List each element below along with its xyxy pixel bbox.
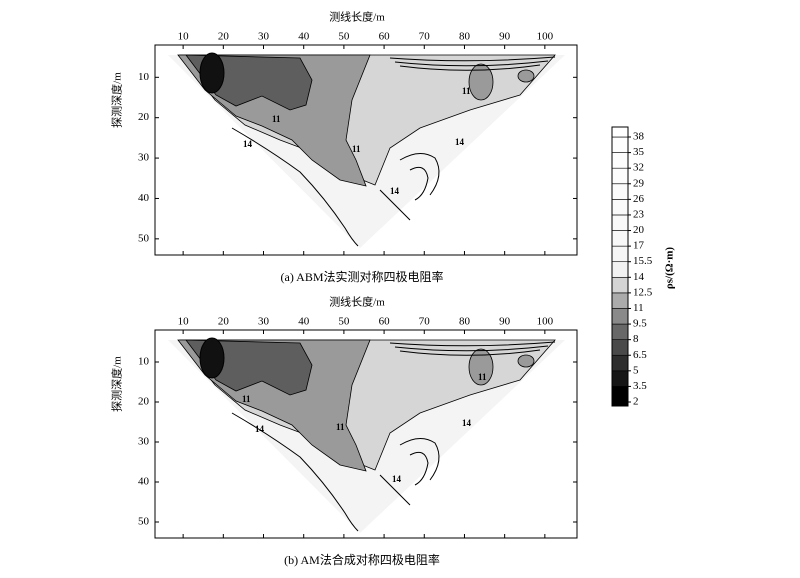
colorbar-tick-label: 32 [633,162,644,174]
colorbar-band [611,292,629,309]
colorbar-tick-label: 12.5 [633,286,653,298]
x-axis-label: 测线长度/m [329,295,385,309]
colorbar-band [611,183,629,200]
x-tick-label: 60 [379,316,391,328]
x-tick-label: 30 [258,316,270,328]
colorbar-band [611,386,629,407]
colorbar-band [611,276,629,294]
x-tick-label: 50 [338,316,350,328]
y-tick-label: 10 [138,71,150,83]
colorbar-tick-label: 26 [633,193,645,205]
x-tick-label: 30 [258,31,270,43]
panels: 11 11 11 14 14 14 11 11 11 14 14 14 [167,52,566,534]
colorbar-tick-label: 17 [633,240,645,252]
contour-label: 14 [392,474,402,484]
y-axis-label: 探测深度/m [110,356,124,412]
contour-label: 14 [243,139,253,149]
colorbar-label: ρs/(Ω·m) [664,247,676,290]
colorbar-tick-label: 38 [633,131,645,143]
colorbar-band [611,136,629,153]
contour-field [167,52,566,249]
colorbar-tick-label: 23 [633,208,645,220]
colorbar-band [611,152,629,169]
colorbar-tick-label: 3.5 [633,380,647,392]
x-tick-label: 80 [459,31,471,43]
x-tick-label: 10 [178,31,190,43]
y-tick-label: 40 [138,476,150,488]
colorbar-band [611,308,629,325]
colorbar-tick-label: 20 [633,224,645,236]
colorbar-band [611,230,629,247]
x-tick-label: 10 [178,316,190,328]
x-tick-label: 50 [338,31,350,43]
colorbar-tick-label: 2 [633,396,639,408]
x-axis-label: 测线长度/m [329,10,385,24]
colorbar-tick-label: 29 [633,177,645,189]
colorbar-frame [611,126,629,407]
y-tick-label: 40 [138,192,150,204]
colorbar-tick-label: 5 [633,364,639,376]
colorbar-tick-label: 9.5 [633,318,647,330]
colorbar-band [611,261,629,278]
y-tick-label: 50 [138,232,150,244]
colorbar-band [611,126,629,138]
colorbar-tick-label: 11 [633,302,644,314]
contour-label: 14 [255,424,265,434]
y-tick-label: 50 [138,516,150,528]
colorbar-band [611,370,629,387]
y-axis-label: 探测深度/m [110,72,124,128]
x-tick-label: 20 [218,316,230,328]
contour-label: 14 [455,137,465,147]
contour-label: 14 [462,418,472,428]
colorbar-tick-label: 6.5 [633,349,647,361]
contour-field [167,337,566,534]
x-tick-label: 20 [218,31,230,43]
colorbar-tick-label: 14 [633,271,645,283]
colorbar-band [611,354,629,372]
plot-frame [154,329,578,539]
contour-label: 11 [478,372,487,382]
x-tick-label: 90 [499,316,511,328]
colorbar-band [611,214,629,231]
y-tick-label: 30 [138,436,150,448]
caption: (a) ABM法实测对称四极电阻率 [281,269,444,284]
y-tick-label: 10 [138,356,150,368]
x-tick-label: 100 [537,316,554,328]
contour-label: 11 [272,114,281,124]
colorbar-tick-label: 35 [633,146,645,158]
x-tick-label: 70 [419,316,431,328]
x-tick-label: 40 [298,316,310,328]
y-tick-label: 20 [138,111,150,123]
colorbar-band [611,167,629,185]
y-tick-label: 20 [138,396,150,408]
caption: (b) AM法合成对称四极电阻率 [284,552,440,567]
y-tick-label: 30 [138,152,150,164]
x-tick-label: 100 [537,31,554,43]
contour-label: 11 [352,144,361,154]
colorbar-tick-label: 15.5 [633,255,653,267]
x-tick-label: 90 [499,31,511,43]
colorbar-tick-label: 8 [633,333,639,345]
contour-label: 11 [336,422,345,432]
colorbar-band [611,339,629,356]
x-tick-label: 70 [419,31,431,43]
colorbar-band [611,199,629,216]
contour-label: 14 [390,186,400,196]
contour-label: 11 [242,394,251,404]
x-tick-label: 40 [298,31,310,43]
x-tick-label: 60 [379,31,391,43]
plot-frame [154,44,578,256]
x-tick-label: 80 [459,316,471,328]
colorbar-band [611,323,629,340]
contour-label: 11 [462,86,471,96]
colorbar-band [611,245,629,263]
